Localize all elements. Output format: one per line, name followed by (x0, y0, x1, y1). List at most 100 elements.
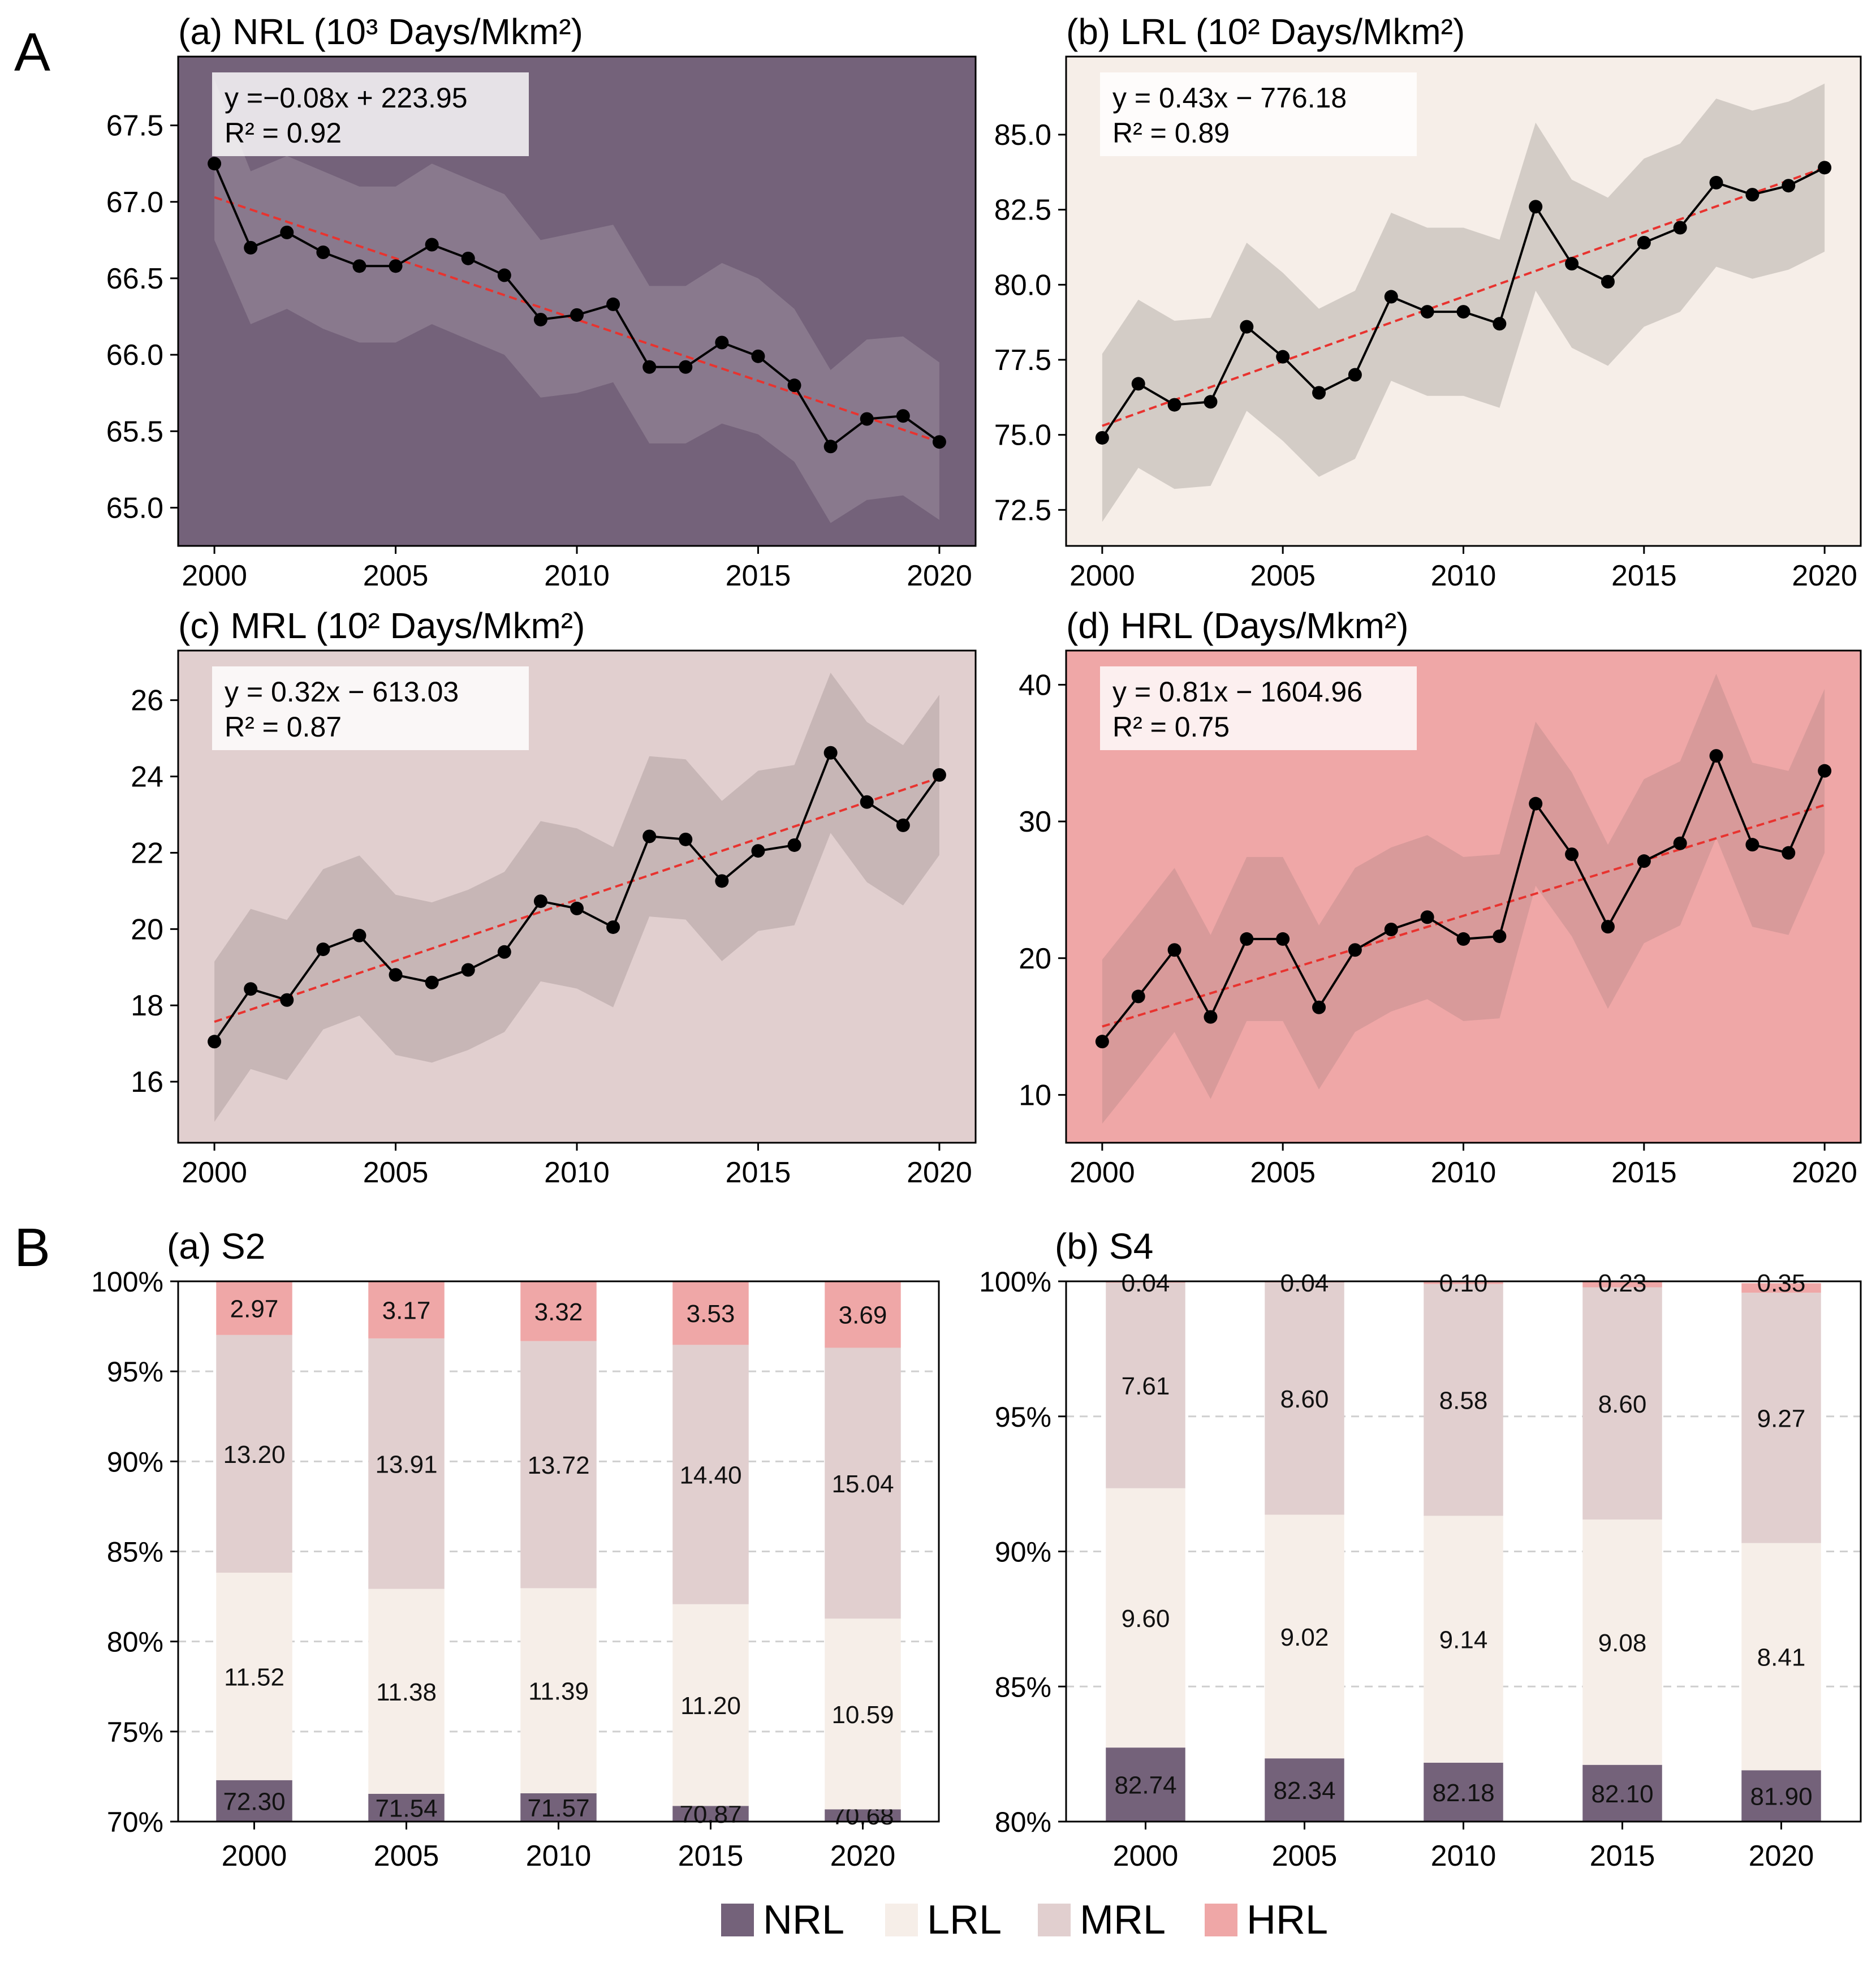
data-point-2017 (1709, 175, 1723, 190)
x-tick-label: 2015 (1611, 559, 1677, 592)
x-tick-label: 2005 (363, 1156, 429, 1189)
data-label-nrl-2010: 82.18 (1432, 1779, 1494, 1807)
bar-segment-hrl-2010 (1424, 1281, 1503, 1284)
r-squared: R² = 0.89 (1112, 117, 1230, 149)
x-tick-label: 2000 (1069, 1156, 1135, 1189)
data-label-hrl-2000: 0.04 (1122, 1269, 1170, 1297)
y-tick-label: 85% (107, 1536, 163, 1568)
bar-segment-nrl-2020 (1741, 1770, 1821, 1822)
y-tick-label: 80.0 (994, 269, 1051, 302)
chart-title: (a) NRL (10³ Days/Mkm²) (178, 11, 583, 52)
y-tick-label: 95% (995, 1401, 1051, 1433)
bar-segment-mrl-2015 (672, 1345, 749, 1604)
data-point-2006 (425, 975, 439, 989)
data-point-2007 (461, 251, 475, 265)
data-point-2007 (1348, 943, 1362, 957)
data-label-hrl-2005: 0.04 (1280, 1269, 1329, 1297)
data-point-2013 (1565, 257, 1579, 271)
y-tick-label: 16 (131, 1066, 163, 1099)
x-tick-label: 2000 (1069, 559, 1135, 592)
data-label-mrl-2015: 8.60 (1598, 1391, 1647, 1418)
bar-segment-nrl-2000 (1106, 1747, 1185, 1822)
y-tick-label: 80% (995, 1806, 1051, 1838)
x-tick-label: 2020 (830, 1840, 896, 1872)
bar-segment-nrl-2015 (672, 1806, 749, 1822)
equation-box (1100, 72, 1417, 156)
data-point-2004 (352, 928, 366, 942)
data-label-nrl-2010: 71.57 (527, 1794, 589, 1822)
data-label-lrl-2015: 9.08 (1598, 1629, 1647, 1657)
bar-segment-mrl-2020 (1741, 1293, 1821, 1543)
data-label-hrl-2015: 0.23 (1598, 1269, 1647, 1297)
data-point-2009 (533, 312, 547, 326)
y-tick-label: 80% (107, 1626, 163, 1658)
x-tick-label: 2005 (1250, 559, 1316, 592)
trend-line (1102, 166, 1825, 427)
bar-segment-nrl-2010 (1424, 1762, 1503, 1822)
x-tick-label: 2020 (907, 1156, 972, 1189)
bar-segment-lrl-2000 (1106, 1488, 1185, 1748)
data-label-mrl-2000: 7.61 (1122, 1372, 1170, 1400)
bar-segment-nrl-2020 (825, 1809, 901, 1822)
x-tick-label: 2020 (1792, 1156, 1857, 1189)
data-point-2002 (1167, 398, 1181, 412)
bar-segment-hrl-2000 (216, 1281, 292, 1335)
bar-segment-lrl-2020 (1741, 1543, 1821, 1771)
data-point-2009 (1420, 910, 1434, 924)
data-label-mrl-2020: 9.27 (1757, 1405, 1806, 1432)
x-tick-label: 2005 (374, 1840, 439, 1872)
y-tick-label: 100% (979, 1266, 1051, 1298)
data-label-mrl-2005: 13.91 (375, 1450, 437, 1478)
bar-segment-lrl-2005 (1265, 1514, 1344, 1759)
data-point-2002 (1167, 943, 1181, 957)
line-chart-a-nrl: (a) NRL (10³ Days/Mkm²) 2000 2005 2010 2015 2… (106, 11, 977, 592)
data-label-lrl-2000: 11.52 (224, 1663, 284, 1691)
chart-title: (a) S2 (167, 1226, 265, 1267)
y-tick-label: 10 (1019, 1079, 1051, 1112)
x-tick-label: 2010 (544, 1156, 610, 1189)
data-point-2015 (1637, 854, 1651, 868)
data-label-nrl-2020: 81.90 (1750, 1783, 1812, 1811)
data-point-2003 (1204, 1010, 1218, 1024)
data-label-lrl-2010: 9.14 (1439, 1626, 1488, 1654)
data-point-2006 (1312, 386, 1326, 400)
data-point-2007 (461, 963, 475, 977)
y-tick-label: 90% (995, 1536, 1051, 1568)
chart-title: (b) S4 (1055, 1226, 1153, 1267)
bar-segment-lrl-2015 (1582, 1519, 1662, 1765)
data-point-2018 (1745, 838, 1759, 852)
data-point-2003 (316, 942, 330, 957)
x-tick-label: 2010 (1431, 1840, 1497, 1872)
bar-segment-lrl-2000 (216, 1573, 292, 1780)
y-tick-label: 65.5 (106, 415, 163, 448)
r-squared: R² = 0.87 (225, 711, 342, 743)
y-tick-label: 85.0 (994, 119, 1051, 152)
data-label-lrl-2020: 8.41 (1757, 1643, 1806, 1671)
bar-segment-hrl-2015 (672, 1281, 749, 1345)
legend-label-lrl: LRL (927, 1897, 1002, 1943)
data-point-2013 (679, 360, 693, 374)
y-tick-label: 77.5 (994, 344, 1051, 377)
data-point-2005 (389, 259, 403, 273)
data-point-2017 (823, 440, 838, 454)
x-tick-label: 2020 (1792, 559, 1857, 592)
data-point-2002 (280, 225, 294, 239)
x-tick-label: 2010 (544, 559, 610, 592)
data-point-2012 (1529, 797, 1543, 811)
line-chart-a-mrl: (c) MRL (10² Days/Mkm²) 2000 2005 2010 2015 2… (131, 605, 977, 1189)
data-point-2013 (679, 832, 693, 846)
data-point-2016 (1673, 221, 1687, 235)
uncertainty-band (1102, 674, 1825, 1124)
bar-segment-mrl-2005 (1265, 1282, 1344, 1515)
legend-swatch-lrl (885, 1904, 918, 1936)
data-point-2007 (1348, 368, 1362, 382)
data-point-2001 (244, 240, 258, 255)
data-point-2020 (1818, 161, 1832, 175)
regression-equation: y =−0.08x + 223.95 (225, 82, 468, 114)
y-tick-label: 67.0 (106, 186, 163, 219)
data-label-nrl-2015: 82.10 (1591, 1780, 1653, 1808)
data-label-nrl-2000: 72.30 (223, 1788, 285, 1815)
x-tick-label: 2015 (1590, 1840, 1655, 1872)
bar-segment-lrl-2010 (1424, 1516, 1503, 1763)
bar-segment-hrl-2005 (368, 1281, 445, 1338)
